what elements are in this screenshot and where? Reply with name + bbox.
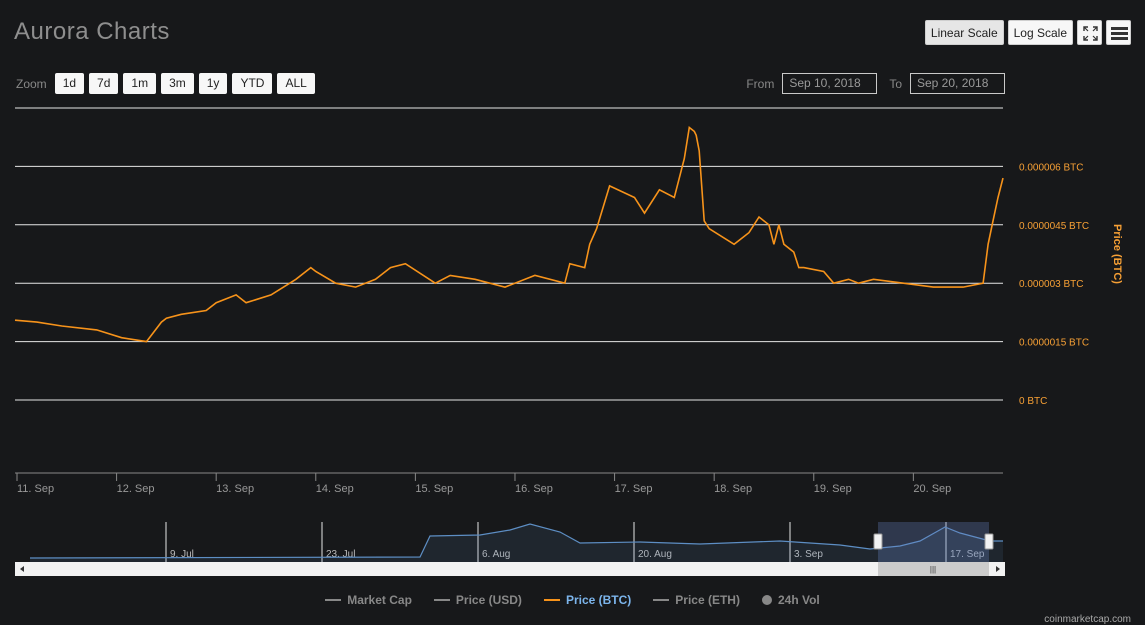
menu-button[interactable]	[1106, 20, 1131, 45]
navigator-label: 17. Sep	[950, 549, 985, 560]
x-tick-label: 12. Sep	[117, 483, 155, 495]
legend-label: Price (USD)	[455, 593, 522, 607]
grid-lines	[15, 107, 1003, 401]
scrollbar-track[interactable]	[15, 562, 1005, 576]
legend-item-price-usd[interactable]: Price (USD)	[433, 593, 522, 607]
navigator-left-handle[interactable]	[873, 533, 883, 550]
navigator-selection[interactable]	[878, 522, 989, 562]
navigator-right-handle[interactable]	[984, 533, 994, 550]
legend-item-24h-vol[interactable]: 24h Vol	[761, 593, 820, 607]
price-chart: 0 BTC 0.0000015 BTC 0.000003 BTC 0.0000045 …	[14, 107, 1123, 576]
log-scale-button[interactable]: Log Scale	[1007, 20, 1073, 45]
scrollbar-thumb[interactable]	[878, 562, 989, 576]
legend-item-market-cap[interactable]: Market Cap	[325, 593, 412, 607]
legend: Market Cap Price (USD) Price (BTC) Price…	[0, 593, 1145, 607]
legend-dot-icon	[761, 595, 772, 605]
navigator-background	[15, 522, 1005, 562]
navigator[interactable]: 9. Jul 23. Jul 6. Aug 20. Aug 3. Sep 17. Sep	[15, 522, 1005, 562]
x-tick-label: 14. Sep	[316, 483, 354, 495]
zoom-controls: Zoom 1d 7d 1m 3m 1y YTD ALL	[16, 73, 315, 94]
navigator-label: 20. Aug	[638, 549, 672, 560]
x-tick-label: 19. Sep	[814, 483, 852, 495]
from-label: From	[746, 76, 775, 91]
legend-label: Price (ETH)	[675, 593, 740, 607]
zoom-all-button[interactable]: ALL	[277, 73, 315, 94]
zoom-1d-button[interactable]: 1d	[54, 73, 85, 94]
legend-label: Price (BTC)	[565, 593, 632, 607]
y-tick-label: 0.0000015 BTC	[1019, 338, 1089, 349]
legend-label: Market Cap	[347, 593, 412, 607]
scrollbar[interactable]: |||	[15, 562, 1005, 576]
legend-line-icon	[653, 599, 670, 601]
to-label: To	[889, 76, 902, 91]
to-date-input[interactable]: Sep 20, 2018	[910, 73, 1005, 94]
y-tick-label: 0 BTC	[1019, 396, 1047, 407]
legend-line-icon	[433, 599, 450, 601]
zoom-ytd-button[interactable]: YTD	[232, 73, 273, 94]
fullscreen-button[interactable]	[1077, 20, 1102, 45]
navigator-label: 9. Jul	[170, 549, 194, 560]
legend-item-price-btc[interactable]: Price (BTC)	[543, 593, 632, 607]
from-date-input[interactable]: Sep 10, 2018	[782, 73, 878, 94]
legend-item-price-eth[interactable]: Price (ETH)	[653, 593, 740, 607]
x-tick-label: 20. Sep	[913, 483, 951, 495]
y-tick-label: 0.0000045 BTC	[1019, 221, 1089, 232]
toolbar: Linear Scale Log Scale	[924, 20, 1131, 45]
x-axis: 11. Sep 12. Sep 13. Sep 14. Sep 15. Sep 16. S…	[15, 472, 1003, 495]
zoom-7d-button[interactable]: 7d	[89, 73, 119, 94]
zoom-3m-button[interactable]: 3m	[161, 73, 194, 94]
navigator-line	[29, 523, 1003, 559]
zoom-1m-button[interactable]: 1m	[123, 73, 157, 94]
navigator-label: 3. Sep	[794, 549, 823, 560]
zoom-label: Zoom	[16, 76, 47, 91]
scroll-right-icon[interactable]	[996, 566, 1000, 572]
date-range: From Sep 10, 2018 To Sep 20, 2018	[746, 73, 1005, 94]
legend-line-icon	[543, 599, 560, 601]
navigator-label: 23. Jul	[326, 549, 355, 560]
scrollbar-grip: |||	[930, 565, 936, 574]
x-tick-label: 18. Sep	[714, 483, 752, 495]
y-axis-label: Price (BTC)	[1111, 224, 1123, 284]
x-tick-label: 11. Sep	[17, 483, 54, 495]
y-tick-label: 0.000006 BTC	[1019, 162, 1084, 173]
credit-link[interactable]: coinmarketcap.com	[1044, 614, 1131, 625]
x-tick-label: 17. Sep	[615, 483, 653, 495]
hamburger-menu-icon	[1111, 27, 1128, 40]
y-tick-label: 0.000003 BTC	[1019, 279, 1084, 290]
legend-line-icon	[325, 599, 342, 601]
expand-icon	[1083, 26, 1098, 41]
x-tick-label: 15. Sep	[415, 483, 453, 495]
scroll-left-icon[interactable]	[20, 566, 24, 572]
series-line-price-btc	[14, 126, 1004, 343]
x-tick-label: 16. Sep	[515, 483, 553, 495]
x-tick-label: 13. Sep	[216, 483, 254, 495]
navigator-label: 6. Aug	[482, 549, 510, 560]
zoom-1y-button[interactable]: 1y	[198, 73, 228, 94]
linear-scale-button[interactable]: Linear Scale	[924, 20, 1004, 45]
navigator-area	[30, 524, 1003, 562]
page-title: Aurora Charts	[14, 18, 170, 45]
legend-label: 24h Vol	[777, 593, 820, 607]
y-axis-ticks: 0 BTC 0.0000015 BTC 0.000003 BTC 0.0000045 …	[1019, 162, 1089, 407]
